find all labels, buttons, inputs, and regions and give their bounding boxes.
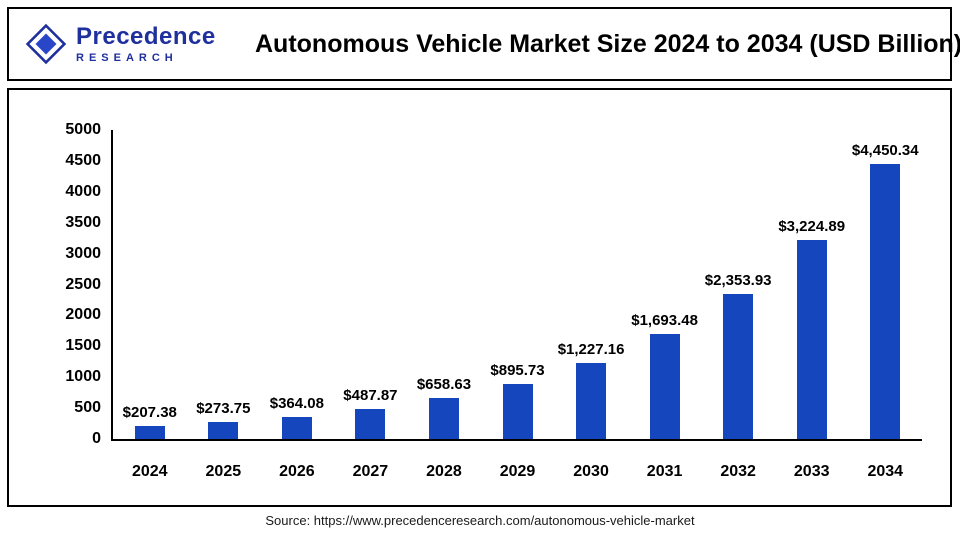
bar-value-label: $3,224.89 <box>778 217 846 235</box>
header: Precedence RESEARCH Autonomous Vehicle M… <box>7 7 960 81</box>
bar-column: $1,227.16 2030 <box>554 130 628 480</box>
y-tick-label: 2000 <box>65 306 101 324</box>
brand-logo-text: Precedence RESEARCH <box>76 22 216 64</box>
bar-column: $1,693.48 2031 <box>628 130 702 480</box>
brand-logo: Precedence RESEARCH <box>9 23 255 65</box>
brand-subtitle: RESEARCH <box>76 51 178 64</box>
y-tick-label: 5000 <box>65 121 101 138</box>
x-tick-label: 2026 <box>279 463 315 480</box>
y-tick-label: 1500 <box>65 337 101 355</box>
x-tick-label: 2024 <box>131 463 168 480</box>
source-attribution: Source: https://www.precedenceresearch.c… <box>265 513 695 528</box>
y-tick-label: 3500 <box>65 213 101 231</box>
precedence-logo-icon <box>25 23 67 65</box>
bar-column: $658.63 2028 <box>407 130 481 480</box>
x-tick-label: 2030 <box>573 463 609 480</box>
bar <box>134 426 165 439</box>
x-tick-label: 2032 <box>720 463 756 480</box>
bar-value-label: $364.08 <box>269 394 324 412</box>
x-tick-label: 2027 <box>352 463 389 480</box>
bar-columns: $207.38 2024 $273.75 2025 $364.08 2026 $487.87… <box>113 130 922 481</box>
bar-column: $487.87 2027 <box>334 130 408 480</box>
bar-value-label: $895.73 <box>490 361 545 379</box>
brand-name: Precedence <box>76 22 216 50</box>
bar <box>281 416 312 439</box>
x-tick-label: 2028 <box>426 463 462 480</box>
y-tick-label: 2500 <box>65 275 101 293</box>
bar-column: $207.38 2024 <box>113 130 187 480</box>
bar-value-label: $273.75 <box>196 400 251 418</box>
bar <box>502 383 533 439</box>
x-tick-label: 2033 <box>793 463 830 480</box>
bar-value-label: $487.87 <box>343 386 398 404</box>
chart-container: $207.38 2024 $273.75 2025 $364.08 2026 $487.87… <box>7 88 952 507</box>
bar <box>428 398 459 439</box>
bar-column: $895.73 2029 <box>481 130 555 480</box>
plot-area: $207.38 2024 $273.75 2025 $364.08 2026 $487.87… <box>65 121 922 481</box>
bar <box>870 163 901 439</box>
bar-column: $3,224.89 2033 <box>775 130 849 480</box>
bar-column: $2,353.93 2032 <box>701 130 775 480</box>
bar-value-label: $207.38 <box>122 404 177 422</box>
page-title: Autonomous Vehicle Market Size 2024 to 2… <box>255 29 960 58</box>
y-tick-label: 1000 <box>65 368 101 386</box>
y-tick-label: 500 <box>74 399 101 417</box>
bar-value-label: $1,227.16 <box>557 341 625 359</box>
bar <box>208 422 239 439</box>
x-tick-label: 2034 <box>867 463 904 480</box>
x-tick-label: 2025 <box>205 463 242 480</box>
bar-column: $4,450.34 2034 <box>848 130 922 480</box>
bar <box>649 334 680 439</box>
bar <box>723 293 754 439</box>
y-tick-label: 3000 <box>65 244 101 262</box>
bar-value-label: $1,693.48 <box>631 312 698 330</box>
bar-value-label: $658.63 <box>416 376 472 394</box>
bar <box>796 239 827 439</box>
bar-column: $273.75 2025 <box>187 130 261 480</box>
bar-value-label: $2,353.93 <box>704 271 772 289</box>
y-tick-label: 4500 <box>65 151 101 169</box>
y-tick-label: 4000 <box>65 182 101 200</box>
y-tick-label: 0 <box>92 430 101 447</box>
bar-column: $364.08 2026 <box>260 130 334 481</box>
bar-value-label: $4,450.34 <box>851 141 919 159</box>
x-tick-label: 2029 <box>499 463 536 480</box>
x-tick-label: 2031 <box>646 463 683 480</box>
bar <box>355 408 386 439</box>
bar <box>576 363 607 439</box>
